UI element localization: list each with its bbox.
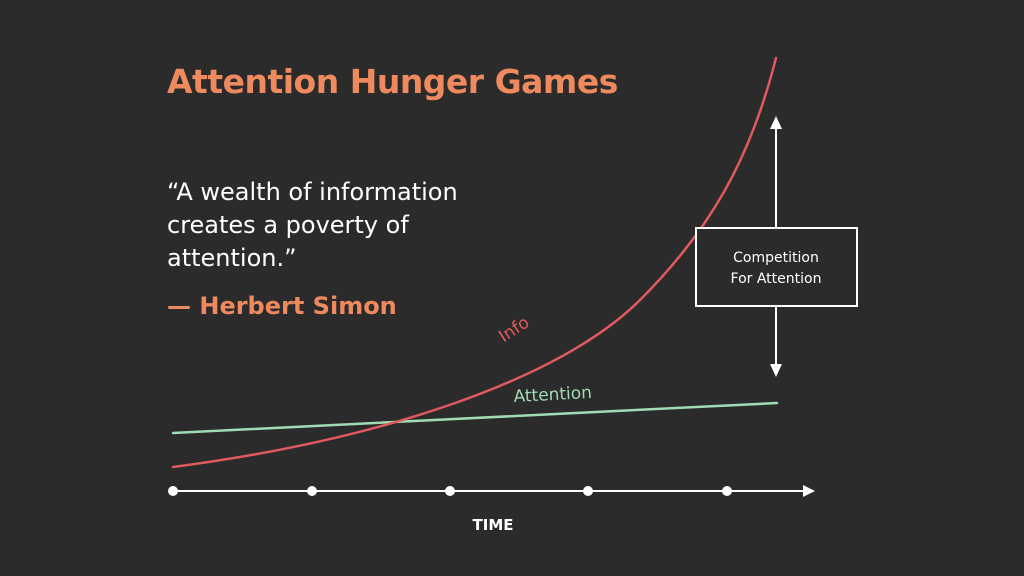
quote-attribution: — Herbert Simon bbox=[167, 292, 397, 320]
attention-label: Attention bbox=[513, 383, 592, 407]
quote-text: “A wealth of information creates a pover… bbox=[167, 178, 458, 272]
time-axis-dot bbox=[722, 486, 732, 496]
attention-line bbox=[171, 401, 779, 435]
competition-box-line1: Competition bbox=[733, 250, 819, 266]
arrow-right-icon bbox=[803, 485, 815, 497]
arrow-up-icon bbox=[770, 116, 782, 129]
info-curve bbox=[171, 56, 778, 469]
arrow-down-icon bbox=[770, 364, 782, 377]
competition-box bbox=[695, 227, 858, 307]
time-axis-dot bbox=[445, 486, 455, 496]
info-label: Info bbox=[495, 313, 533, 347]
competition-box-line2: For Attention bbox=[731, 271, 822, 287]
time-axis-label: TIME bbox=[473, 516, 514, 534]
time-axis-dot bbox=[583, 486, 593, 496]
slide-title: Attention Hunger Games bbox=[167, 62, 618, 101]
time-axis-dot bbox=[307, 486, 317, 496]
time-axis-dot bbox=[168, 486, 178, 496]
